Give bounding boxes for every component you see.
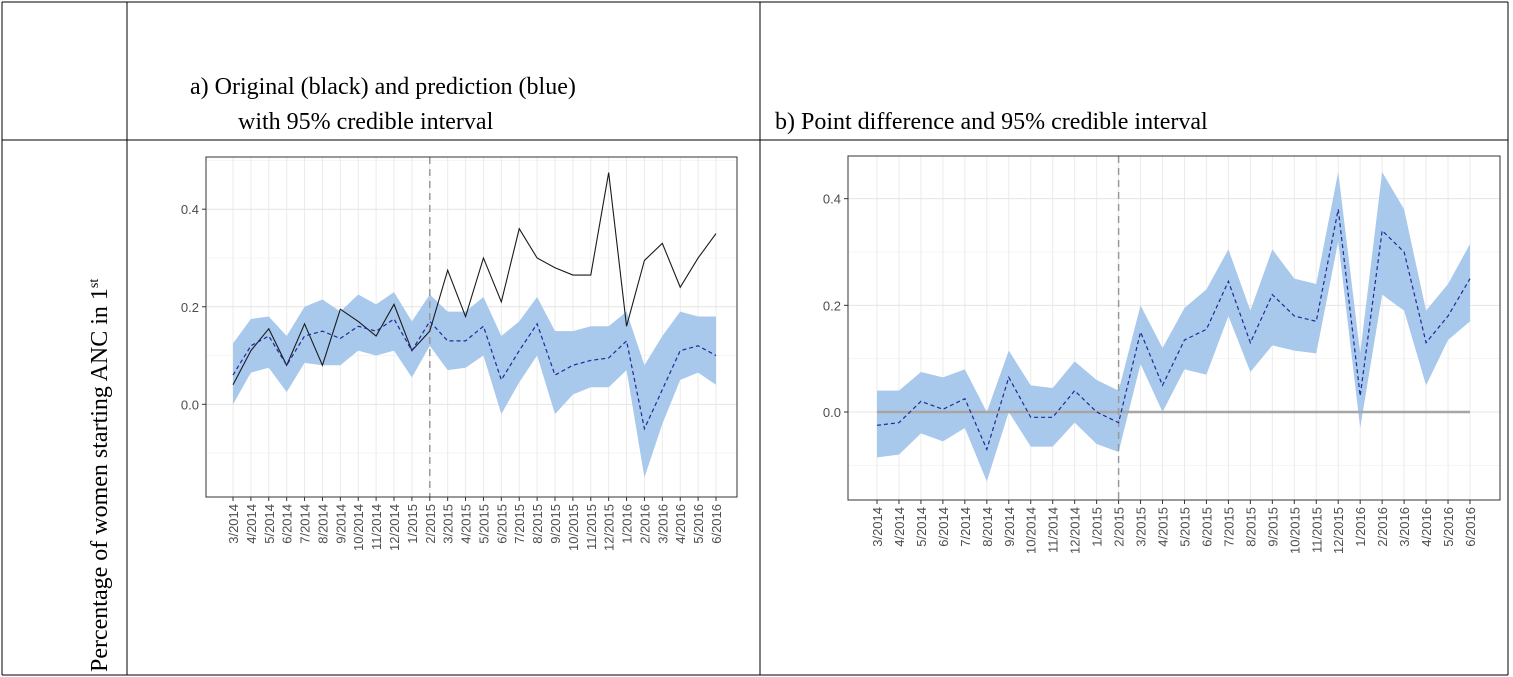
chart-subtitle: with 95% credible interval	[238, 109, 494, 135]
x-tick-label: 5/2014	[914, 507, 929, 547]
x-tick-label: 3/2016	[655, 504, 670, 544]
y-tick-label: 0.4	[181, 202, 199, 217]
x-tick-label: 1/2016	[620, 504, 635, 544]
x-tick-label: 11/2014	[369, 504, 384, 550]
x-tick-label: 2/2016	[1375, 507, 1390, 547]
y-tick-label: 0.2	[181, 300, 199, 315]
plot-border	[205, 156, 738, 498]
x-tick-label: 10/2014	[1024, 507, 1039, 554]
x-tick-label: 3/2014	[870, 507, 885, 547]
x-tick-label: 2/2016	[637, 504, 652, 544]
credible-band	[877, 172, 1470, 482]
x-tick-label: 12/2015	[1331, 507, 1346, 554]
x-tick-label: 4/2015	[1156, 507, 1171, 547]
x-tick-label: 11/2014	[1046, 507, 1061, 553]
x-tick-label: 4/2015	[459, 504, 474, 544]
chart-title: b) Point difference and 95% credible int…	[775, 109, 1208, 135]
x-tick-label: 4/2014	[892, 507, 907, 547]
x-tick-label: 4/2014	[244, 504, 259, 544]
x-tick-label: 6/2014	[280, 504, 295, 544]
x-tick-label: 1/2015	[405, 504, 420, 544]
x-tick-label: 3/2015	[441, 504, 456, 544]
x-tick-label: 7/2015	[512, 504, 527, 544]
x-tick-label: 5/2015	[476, 504, 491, 544]
y-tick-label: 0.2	[823, 298, 841, 313]
x-tick-label: 10/2014	[351, 504, 366, 551]
x-tick-label: 5/2016	[1441, 507, 1456, 547]
x-tick-label: 11/2015	[1309, 507, 1324, 553]
x-tick-label: 9/2014	[1002, 507, 1017, 547]
x-tick-label: 7/2014	[298, 504, 313, 544]
x-tick-label: 3/2016	[1397, 507, 1412, 547]
row-label-text: Percentage of women starting ANC in 1	[87, 288, 113, 672]
x-tick-label: 12/2015	[602, 504, 617, 551]
y-tick-label: 0.0	[823, 405, 841, 420]
x-tick-label: 12/2014	[387, 504, 402, 551]
x-tick-label: 8/2015	[1243, 507, 1258, 547]
x-tick-label: 10/2015	[1287, 507, 1302, 554]
x-tick-label: 5/2014	[262, 504, 277, 544]
x-tick-label: 3/2014	[226, 504, 241, 544]
credible-band	[233, 292, 716, 478]
x-tick-label: 12/2014	[1068, 507, 1083, 554]
x-tick-label: 2/2015	[423, 504, 438, 544]
x-tick-label: 7/2015	[1221, 507, 1236, 547]
x-tick-label: 7/2014	[958, 507, 973, 547]
row-label: Percentage of women starting ANC in 1st	[87, 279, 113, 672]
y-tick-label: 0.0	[181, 397, 199, 412]
x-tick-label: 1/2016	[1353, 507, 1368, 547]
plot-border	[847, 155, 1501, 501]
x-tick-label: 9/2015	[1265, 507, 1280, 547]
series-line	[232, 318, 717, 431]
x-tick-label: 1/2015	[1090, 507, 1105, 547]
x-tick-label: 6/2016	[1463, 507, 1478, 547]
x-tick-label: 5/2016	[691, 504, 706, 544]
x-tick-label: 10/2015	[566, 504, 581, 551]
row-label-sup: st	[87, 279, 102, 288]
series-line	[876, 209, 1471, 452]
x-tick-label: 9/2015	[548, 504, 563, 544]
x-tick-label: 11/2015	[584, 504, 599, 550]
x-tick-label: 4/2016	[673, 504, 688, 544]
x-tick-label: 8/2015	[530, 504, 545, 544]
x-tick-label: 6/2015	[494, 504, 509, 544]
series-line	[232, 172, 717, 386]
x-tick-label: 6/2014	[936, 507, 951, 547]
x-tick-label: 9/2014	[333, 504, 348, 544]
x-tick-label: 6/2015	[1199, 507, 1214, 547]
x-tick-label: 8/2014	[980, 507, 995, 547]
y-tick-label: 0.4	[823, 192, 841, 207]
x-tick-label: 5/2015	[1177, 507, 1192, 547]
x-tick-label: 2/2015	[1112, 507, 1127, 547]
x-tick-label: 3/2015	[1134, 507, 1149, 547]
chart-title: a) Original (black) and prediction (blue…	[190, 74, 576, 100]
x-tick-label: 4/2016	[1419, 507, 1434, 547]
x-tick-label: 8/2014	[315, 504, 330, 544]
x-tick-label: 6/2016	[709, 504, 724, 544]
